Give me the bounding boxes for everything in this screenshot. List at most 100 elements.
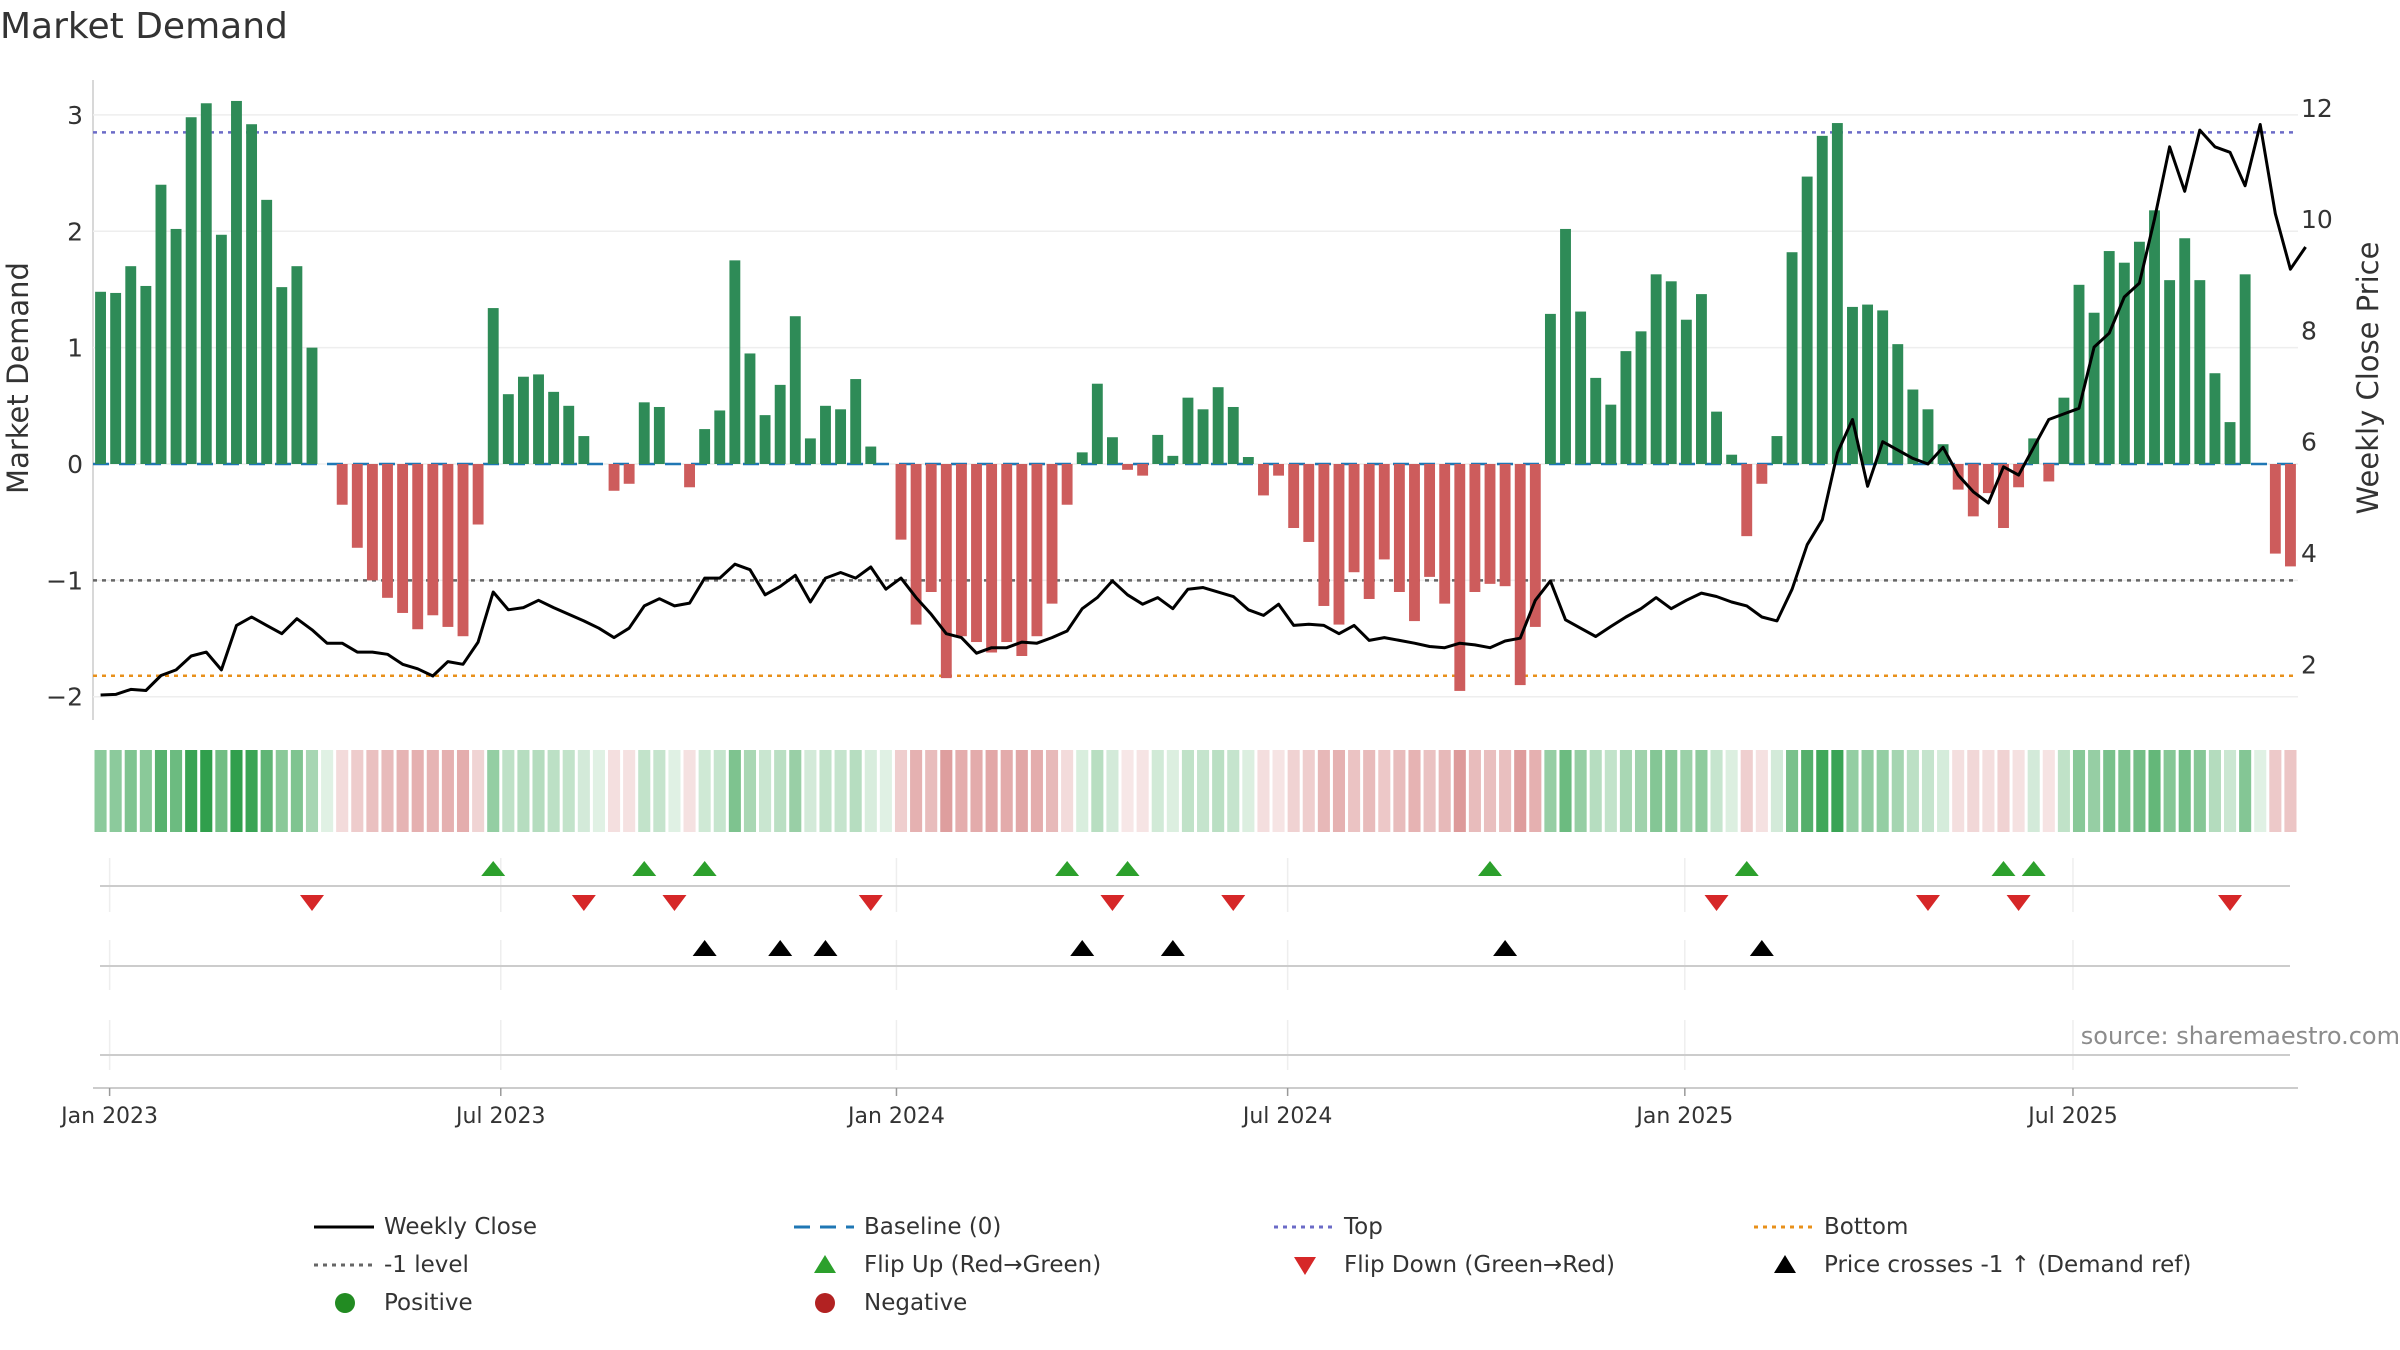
heat-cell bbox=[910, 750, 923, 832]
heat-cell bbox=[1891, 750, 1904, 832]
triangle-up-icon bbox=[814, 1255, 836, 1273]
heat-cell bbox=[1755, 750, 1768, 832]
demand-bar bbox=[1288, 464, 1300, 528]
heat-cell bbox=[2072, 750, 2086, 832]
demand-bar bbox=[744, 353, 756, 464]
demand-bar bbox=[1393, 464, 1405, 592]
heat-cell bbox=[275, 750, 288, 832]
demand-bar bbox=[910, 464, 922, 625]
heat-cell bbox=[894, 750, 908, 832]
heat-cell bbox=[1030, 750, 1043, 832]
y-tick-right: 6 bbox=[2301, 428, 2317, 457]
heat-cell bbox=[1453, 750, 1466, 832]
demand-bar bbox=[1258, 464, 1269, 496]
y-tick-left: 3 bbox=[67, 101, 83, 130]
heat-cell bbox=[1982, 750, 1995, 832]
heat-cell bbox=[215, 750, 228, 832]
demand-bar bbox=[487, 308, 499, 464]
demand-bar bbox=[2103, 251, 2115, 464]
heat-cell bbox=[2284, 750, 2297, 832]
demand-bar bbox=[336, 464, 348, 505]
heat-cell bbox=[698, 750, 711, 832]
demand-bar bbox=[2028, 438, 2040, 464]
legend-label: Baseline (0) bbox=[864, 1214, 1002, 1240]
demand-bar bbox=[563, 405, 575, 464]
heat-cell bbox=[109, 750, 122, 832]
heat-cell bbox=[456, 750, 470, 832]
heat-cell bbox=[2239, 750, 2252, 832]
heat-cell bbox=[532, 750, 545, 832]
legend-label: -1 level bbox=[384, 1252, 469, 1278]
heat-cell bbox=[819, 750, 832, 832]
demand-bar bbox=[608, 464, 620, 491]
demand-bar bbox=[1484, 464, 1496, 584]
legend-label: Flip Down (Green→Red) bbox=[1344, 1252, 1615, 1278]
heat-cell bbox=[1106, 750, 1119, 832]
demand-bar bbox=[291, 266, 303, 464]
y-axis-right-ticks: 2 4 6 8 10 12 bbox=[2301, 94, 2333, 680]
price-cross-marker bbox=[813, 940, 838, 956]
demand-bar bbox=[1001, 464, 1013, 643]
demand-bar bbox=[1560, 228, 1571, 464]
legend-label: Price crosses -1 ↑ (Demand ref) bbox=[1824, 1252, 2192, 1278]
demand-bar bbox=[653, 406, 665, 464]
flip-down-marker bbox=[662, 895, 687, 911]
price-cross-marker bbox=[1070, 940, 1095, 956]
demand-bar bbox=[623, 464, 635, 484]
triangle-up-icon bbox=[1774, 1255, 1796, 1273]
demand-bar bbox=[185, 117, 197, 465]
heat-cell bbox=[1921, 750, 1935, 832]
chart-title: Market Demand bbox=[0, 6, 288, 47]
heat-cell bbox=[124, 750, 137, 832]
heat-cell bbox=[1589, 750, 1602, 832]
heat-cell bbox=[2118, 750, 2131, 832]
demand-bar bbox=[1771, 436, 1783, 464]
demand-bar bbox=[1152, 434, 1164, 464]
heat-cell bbox=[154, 750, 168, 832]
demand-bar bbox=[699, 429, 711, 464]
demand-bar bbox=[1907, 389, 1919, 464]
heat-cell bbox=[1468, 750, 1481, 832]
flip-up-marker bbox=[481, 861, 506, 876]
price-cross-marker bbox=[768, 940, 793, 956]
legend-bottom: Bottom bbox=[1752, 1212, 1908, 1242]
demand-bar bbox=[2269, 464, 2281, 554]
flip-markers-panel bbox=[100, 858, 2290, 912]
demand-bar bbox=[472, 464, 484, 525]
y-tick-right: 10 bbox=[2301, 205, 2333, 234]
heat-cell bbox=[2057, 750, 2070, 832]
flip-down-marker bbox=[571, 895, 596, 911]
demand-bar bbox=[1273, 464, 1285, 476]
legend-price-cross: Price crosses -1 ↑ (Demand ref) bbox=[1752, 1250, 2191, 1280]
heat-cell bbox=[487, 750, 500, 832]
price-cross-marker bbox=[1493, 940, 1518, 956]
demand-bar bbox=[1892, 344, 1904, 464]
demand-bar bbox=[1016, 464, 1028, 656]
x-axis: Jan 2023 Jul 2023 Jan 2024 Jul 2024 Jan 2025… bbox=[59, 1087, 2298, 1129]
heat-cell bbox=[577, 750, 590, 832]
heat-cell bbox=[351, 750, 364, 832]
heat-cell bbox=[1408, 750, 1421, 832]
heat-cell bbox=[1801, 750, 1814, 832]
heat-cell bbox=[2027, 750, 2040, 832]
demand-bar bbox=[865, 446, 877, 464]
demand-bar bbox=[1363, 464, 1375, 599]
heat-cell bbox=[472, 750, 485, 832]
heat-cell bbox=[1287, 750, 1300, 832]
demand-bar bbox=[729, 260, 741, 464]
heat-cell bbox=[1378, 750, 1391, 832]
heat-cell bbox=[1151, 750, 1164, 832]
demand-bar bbox=[231, 100, 242, 464]
grid-lines bbox=[92, 80, 2298, 720]
demand-bar bbox=[1348, 464, 1360, 573]
heat-cell bbox=[608, 750, 621, 832]
demand-bar bbox=[1982, 464, 1994, 494]
demand-bar bbox=[1862, 304, 1874, 464]
legend-positive: Positive bbox=[312, 1288, 473, 1318]
y-tick-left: 1 bbox=[67, 334, 83, 363]
demand-bar bbox=[1801, 176, 1813, 464]
heat-cell bbox=[864, 750, 877, 832]
demand-bar bbox=[1665, 281, 1677, 464]
circle-icon bbox=[815, 1293, 835, 1313]
demand-bar bbox=[2209, 373, 2221, 464]
